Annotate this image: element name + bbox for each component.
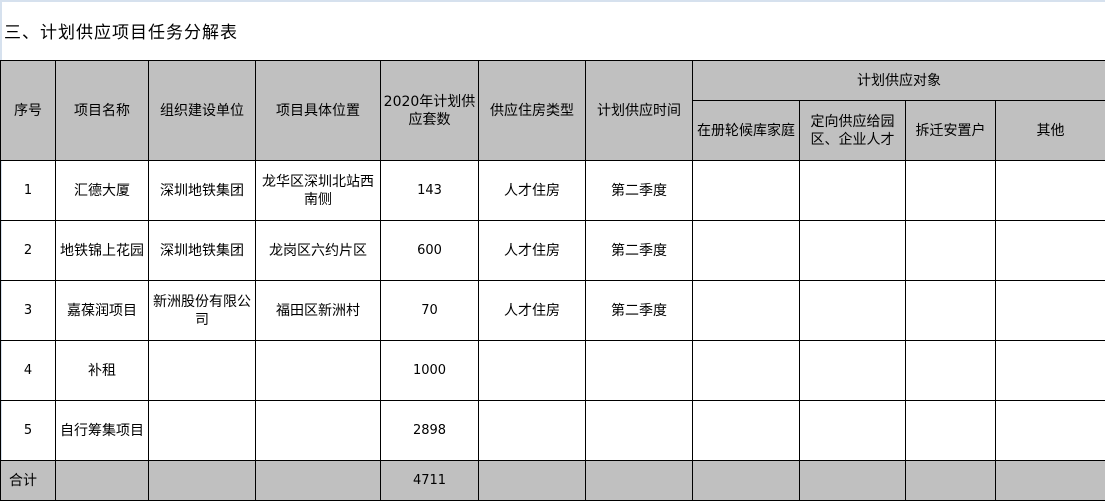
- total-cell[interactable]: [255, 460, 381, 501]
- cell-type[interactable]: 人才住房: [478, 160, 586, 221]
- cell-type[interactable]: 人才住房: [478, 220, 586, 281]
- cell-target[interactable]: [995, 280, 1105, 341]
- cell-name[interactable]: 汇德大厦: [55, 160, 149, 221]
- header-target-talent[interactable]: 定向供应给园区、企业人才: [799, 100, 906, 161]
- cell-target[interactable]: [799, 160, 906, 221]
- cell-time[interactable]: 第二季度: [585, 220, 693, 281]
- cell-name[interactable]: 地铁锦上花园: [55, 220, 149, 281]
- header-location[interactable]: 项目具体位置: [255, 60, 381, 161]
- total-cell[interactable]: [995, 460, 1105, 501]
- table-row: 4 补租 1000: [0, 340, 1105, 401]
- total-cell[interactable]: [55, 460, 149, 501]
- cell-target[interactable]: [905, 280, 996, 341]
- cell-target[interactable]: [692, 280, 800, 341]
- cell-target[interactable]: [799, 400, 906, 461]
- table-row: 5 自行筹集项目 2898: [0, 400, 1105, 461]
- cell-org[interactable]: [148, 340, 256, 401]
- cell-target[interactable]: [905, 340, 996, 401]
- cell-seq[interactable]: 3: [0, 280, 56, 341]
- cell-target[interactable]: [692, 340, 800, 401]
- total-count[interactable]: 4711: [380, 460, 479, 501]
- cell-type[interactable]: 人才住房: [478, 280, 586, 341]
- header-name[interactable]: 项目名称: [55, 60, 149, 161]
- cell-org[interactable]: 深圳地铁集团: [148, 220, 256, 281]
- cell-target[interactable]: [905, 160, 996, 221]
- total-cell[interactable]: [692, 460, 800, 501]
- cell-target[interactable]: [905, 220, 996, 281]
- cell-seq[interactable]: 1: [0, 160, 56, 221]
- cell-count[interactable]: 70: [380, 280, 479, 341]
- total-cell[interactable]: [148, 460, 256, 501]
- cell-target[interactable]: [995, 400, 1105, 461]
- cell-target[interactable]: [995, 220, 1105, 281]
- cell-time[interactable]: [585, 400, 693, 461]
- cell-name[interactable]: 嘉葆润项目: [55, 280, 149, 341]
- cell-target[interactable]: [995, 160, 1105, 221]
- total-label[interactable]: 合计: [0, 460, 56, 501]
- cell-time[interactable]: [585, 340, 693, 401]
- cell-target[interactable]: [692, 220, 800, 281]
- cell-name[interactable]: 补租: [55, 340, 149, 401]
- cell-target[interactable]: [905, 400, 996, 461]
- cell-time[interactable]: 第二季度: [585, 160, 693, 221]
- table-row: 1 汇德大厦 深圳地铁集团 龙华区深圳北站西南侧 143 人才住房 第二季度: [0, 160, 1105, 221]
- header-seq[interactable]: 序号: [0, 60, 56, 161]
- supply-task-table: 序号 项目名称 组织建设单位 项目具体位置 2020年计划供应套数 供应住房类型…: [0, 60, 1105, 501]
- total-cell[interactable]: [905, 460, 996, 501]
- cell-location[interactable]: 福田区新洲村: [255, 280, 381, 341]
- cell-count[interactable]: 143: [380, 160, 479, 221]
- header-target-relocation[interactable]: 拆迁安置户: [905, 100, 996, 161]
- cell-target[interactable]: [995, 340, 1105, 401]
- cell-location[interactable]: [255, 340, 381, 401]
- header-targets-group[interactable]: 计划供应对象: [692, 60, 1105, 101]
- cell-org[interactable]: 深圳地铁集团: [148, 160, 256, 221]
- cell-location[interactable]: [255, 400, 381, 461]
- cell-count[interactable]: 2898: [380, 400, 479, 461]
- cell-org[interactable]: 新洲股份有限公司: [148, 280, 256, 341]
- cell-location[interactable]: 龙华区深圳北站西南侧: [255, 160, 381, 221]
- page-title: 三、计划供应项目任务分解表: [4, 23, 238, 43]
- cell-time[interactable]: 第二季度: [585, 280, 693, 341]
- cell-type[interactable]: [478, 340, 586, 401]
- header-target-other[interactable]: 其他: [995, 100, 1105, 161]
- cell-count[interactable]: 600: [380, 220, 479, 281]
- cell-target[interactable]: [692, 400, 800, 461]
- header-org[interactable]: 组织建设单位: [148, 60, 256, 161]
- header-type[interactable]: 供应住房类型: [478, 60, 586, 161]
- cell-seq[interactable]: 2: [0, 220, 56, 281]
- cell-target[interactable]: [799, 340, 906, 401]
- cell-target[interactable]: [799, 280, 906, 341]
- cell-location[interactable]: 龙岗区六约片区: [255, 220, 381, 281]
- cell-type[interactable]: [478, 400, 586, 461]
- header-time[interactable]: 计划供应时间: [585, 60, 693, 161]
- cell-target[interactable]: [692, 160, 800, 221]
- total-cell[interactable]: [585, 460, 693, 501]
- header-count[interactable]: 2020年计划供应套数: [380, 60, 479, 161]
- table-row: 3 嘉葆润项目 新洲股份有限公司 福田区新洲村 70 人才住房 第二季度: [0, 280, 1105, 341]
- cell-seq[interactable]: 4: [0, 340, 56, 401]
- total-cell[interactable]: [478, 460, 586, 501]
- header-target-waitlist[interactable]: 在册轮候库家庭: [692, 100, 800, 161]
- total-row: 合计 4711: [0, 460, 1105, 501]
- cell-name[interactable]: 自行筹集项目: [55, 400, 149, 461]
- cell-seq[interactable]: 5: [0, 400, 56, 461]
- cell-org[interactable]: [148, 400, 256, 461]
- cell-count[interactable]: 1000: [380, 340, 479, 401]
- cell-target[interactable]: [799, 220, 906, 281]
- table-row: 2 地铁锦上花园 深圳地铁集团 龙岗区六约片区 600 人才住房 第二季度: [0, 220, 1105, 281]
- total-cell[interactable]: [799, 460, 906, 501]
